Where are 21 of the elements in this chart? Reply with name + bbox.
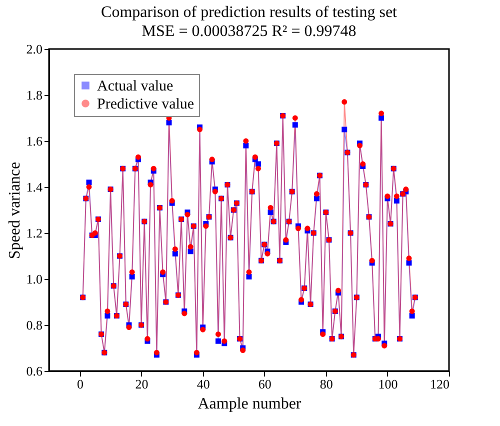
x-tick-label: 80: [320, 376, 333, 392]
x-axis-title: Aample number: [198, 396, 302, 412]
y-tick-label: 1.6: [26, 134, 43, 148]
chart-title: Comparison of prediction results of testing set: [101, 4, 398, 21]
y-tick-label: 1.0: [26, 272, 42, 286]
chart-subtitle: MSE = 0.00038725 R² = 0.99748: [142, 23, 356, 40]
y-tick-label: 2.0: [26, 42, 42, 56]
x-tick-label: 0: [77, 376, 84, 392]
x-tick-label: 100: [378, 376, 398, 392]
y-tick-label: 1.2: [26, 226, 42, 240]
x-tick-label: 20: [135, 376, 148, 392]
y-tick-label: 0.8: [26, 318, 42, 332]
y-tick-label: 0.6: [26, 364, 43, 378]
legend-label: Predictive value: [97, 96, 194, 112]
y-tick-label: 1.4: [26, 180, 43, 194]
x-tick-label: 40: [196, 376, 210, 392]
x-tick-label: 60: [258, 376, 272, 392]
y-axis-title: Speed variance: [6, 162, 24, 260]
x-tick-label: 120: [430, 376, 450, 392]
legend-label: Actual value: [97, 78, 174, 94]
y-tick-label: 1.8: [26, 88, 42, 102]
